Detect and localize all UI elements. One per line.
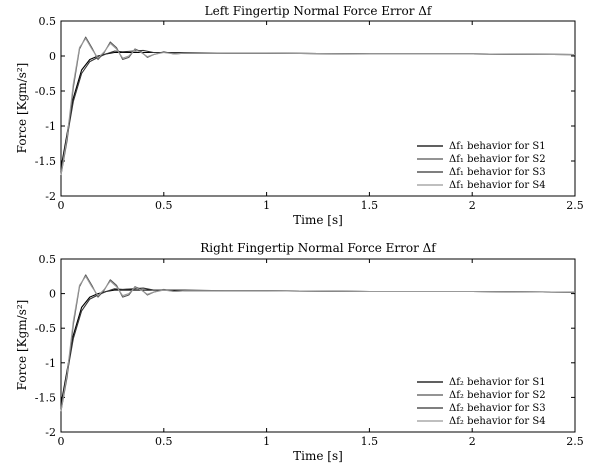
y-tick-label: -1 — [45, 120, 56, 133]
y-tick-label: -1.5 — [35, 155, 56, 168]
plot-area-frame — [60, 258, 576, 433]
series-line-s4 — [60, 37, 576, 176]
legend-entry: Δf₁ behavior for S2 — [449, 154, 546, 165]
x-tick-label: 1.5 — [361, 199, 379, 212]
series-line-group — [60, 36, 576, 176]
y-tick-label: 0 — [49, 288, 56, 301]
legend-entry: Δf₁ behavior for S4 — [449, 180, 546, 191]
x-tick-group: 0 0.5 1 1.5 2 2.5 — [58, 259, 584, 448]
legend-entry: Δf₂ behavior for S3 — [449, 403, 546, 414]
y-tick-label: -1 — [45, 357, 56, 370]
y-tick-label: 0 — [49, 50, 56, 63]
y-tick-label: -2 — [45, 426, 56, 439]
plot-area-frame — [60, 20, 576, 197]
x-axis-label: Time [s] — [293, 213, 343, 227]
y-tick-label: -1.5 — [35, 391, 56, 404]
y-axis-label: Force [Kgm/s²] — [15, 63, 29, 154]
y-tick-group: 0.5 0 -0.5 -1 -1.5 -2 — [35, 15, 575, 203]
legend-entry: Δf₁ behavior for S1 — [449, 141, 546, 152]
x-tick-label: 2 — [469, 199, 476, 212]
x-tick-label: 2.5 — [566, 435, 584, 448]
legend: Δf₂ behavior for S1 Δf₂ behavior for S2 Δf… — [417, 377, 546, 427]
x-tick-group: 0 0.5 1 1.5 2 2.5 — [58, 21, 584, 212]
legend-entry: Δf₂ behavior for S2 — [449, 390, 546, 401]
x-tick-label: 1 — [263, 435, 270, 448]
x-tick-label: 1 — [263, 199, 270, 212]
chart-title: Right Fingertip Normal Force Error Δf — [200, 241, 437, 255]
series-line-group — [60, 274, 576, 412]
left-fingertip-chart: Left Fingertip Normal Force Error Δf 0 0.… — [15, 4, 584, 227]
x-tick-label: 0.5 — [155, 199, 173, 212]
x-tick-label: 2 — [469, 435, 476, 448]
x-tick-label: 1.5 — [361, 435, 379, 448]
y-tick-label: 0.5 — [39, 253, 57, 266]
x-axis-label: Time [s] — [293, 449, 343, 463]
legend-entry: Δf₁ behavior for S3 — [449, 167, 546, 178]
y-tick-label: 0.5 — [39, 15, 57, 28]
x-tick-label: 2.5 — [566, 199, 584, 212]
x-tick-label: 0 — [58, 435, 65, 448]
chart-title: Left Fingertip Normal Force Error Δf — [205, 4, 433, 18]
legend-entry: Δf₂ behavior for S1 — [449, 377, 546, 388]
y-tick-label: -0.5 — [35, 85, 56, 98]
y-tick-label: -2 — [45, 190, 56, 203]
x-tick-label: 0 — [58, 199, 65, 212]
legend-entry: Δf₂ behavior for S4 — [449, 416, 546, 427]
y-tick-group: 0.5 0 -0.5 -1 -1.5 -2 — [35, 253, 575, 439]
x-tick-label: 0.5 — [155, 435, 173, 448]
y-axis-label: Force [Kgm/s²] — [15, 300, 29, 391]
legend: Δf₁ behavior for S1 Δf₁ behavior for S2 Δf… — [417, 141, 546, 191]
y-tick-label: -0.5 — [35, 322, 56, 335]
series-line-s4 — [60, 275, 576, 412]
